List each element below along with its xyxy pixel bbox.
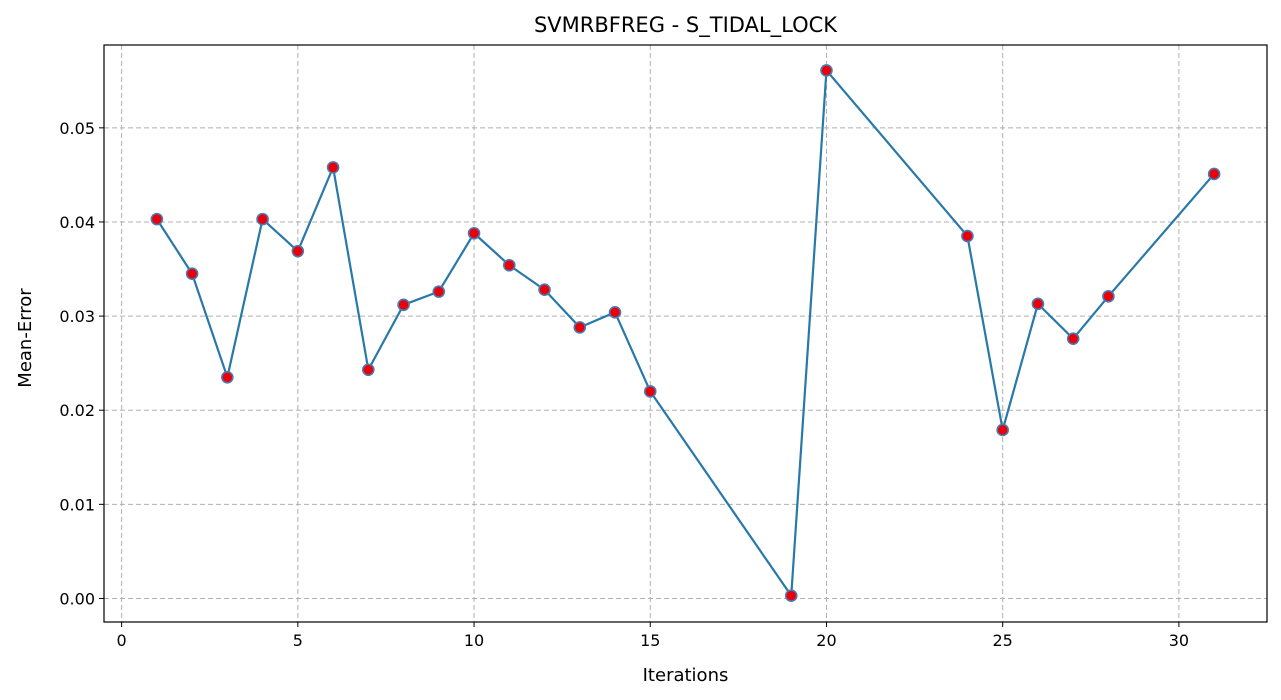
x-tick-label: 5 [293,631,303,650]
data-point [820,64,833,77]
data-point [256,212,269,226]
data-point [362,363,375,377]
data-point [432,285,446,298]
data-point [996,423,1009,437]
y-tick-label: 0.04 [59,213,95,232]
data-point [397,298,410,312]
data-point [467,226,481,240]
data-point [961,229,974,243]
series [150,64,1221,602]
x-tick-label: 15 [640,631,660,650]
data-point [784,589,798,602]
plot-frame [103,44,1268,623]
data-point [643,385,657,398]
data-point [150,212,164,226]
data-point [1031,297,1045,311]
data-point [502,258,516,272]
data-point [326,161,340,174]
chart-title: SVMRBFREG - S_TIDAL_LOCK [534,13,838,38]
data-point [185,267,199,281]
data-point [608,306,622,319]
y-tick-label: 0.01 [59,495,95,514]
data-point [291,244,305,258]
y-tick-label: 0.03 [59,307,95,326]
y-tick-label: 0.05 [59,119,95,138]
data-point [538,283,551,297]
x-tick-label: 10 [464,631,484,650]
data-point [1207,167,1221,181]
x-tick-label: 25 [993,631,1013,650]
y-tick-label: 0.02 [59,401,95,420]
x-tick-label: 20 [816,631,836,650]
data-point [1066,332,1080,345]
grid [104,45,1267,622]
data-point [221,370,234,384]
series-line [155,69,1215,597]
x-tick-label: 0 [117,631,127,650]
data-point [573,321,587,334]
y-tick-label: 0.00 [59,589,95,608]
y-axis-label: Mean-Error [15,288,36,388]
x-tick-label: 30 [1169,631,1189,650]
x-axis-label: Iterations [643,665,729,686]
data-point [1102,290,1115,303]
axis-ticks: 0 5 10 15 20 25 30 0.00 0.01 0.02 0.03 0.04 0.05 [59,119,1189,650]
